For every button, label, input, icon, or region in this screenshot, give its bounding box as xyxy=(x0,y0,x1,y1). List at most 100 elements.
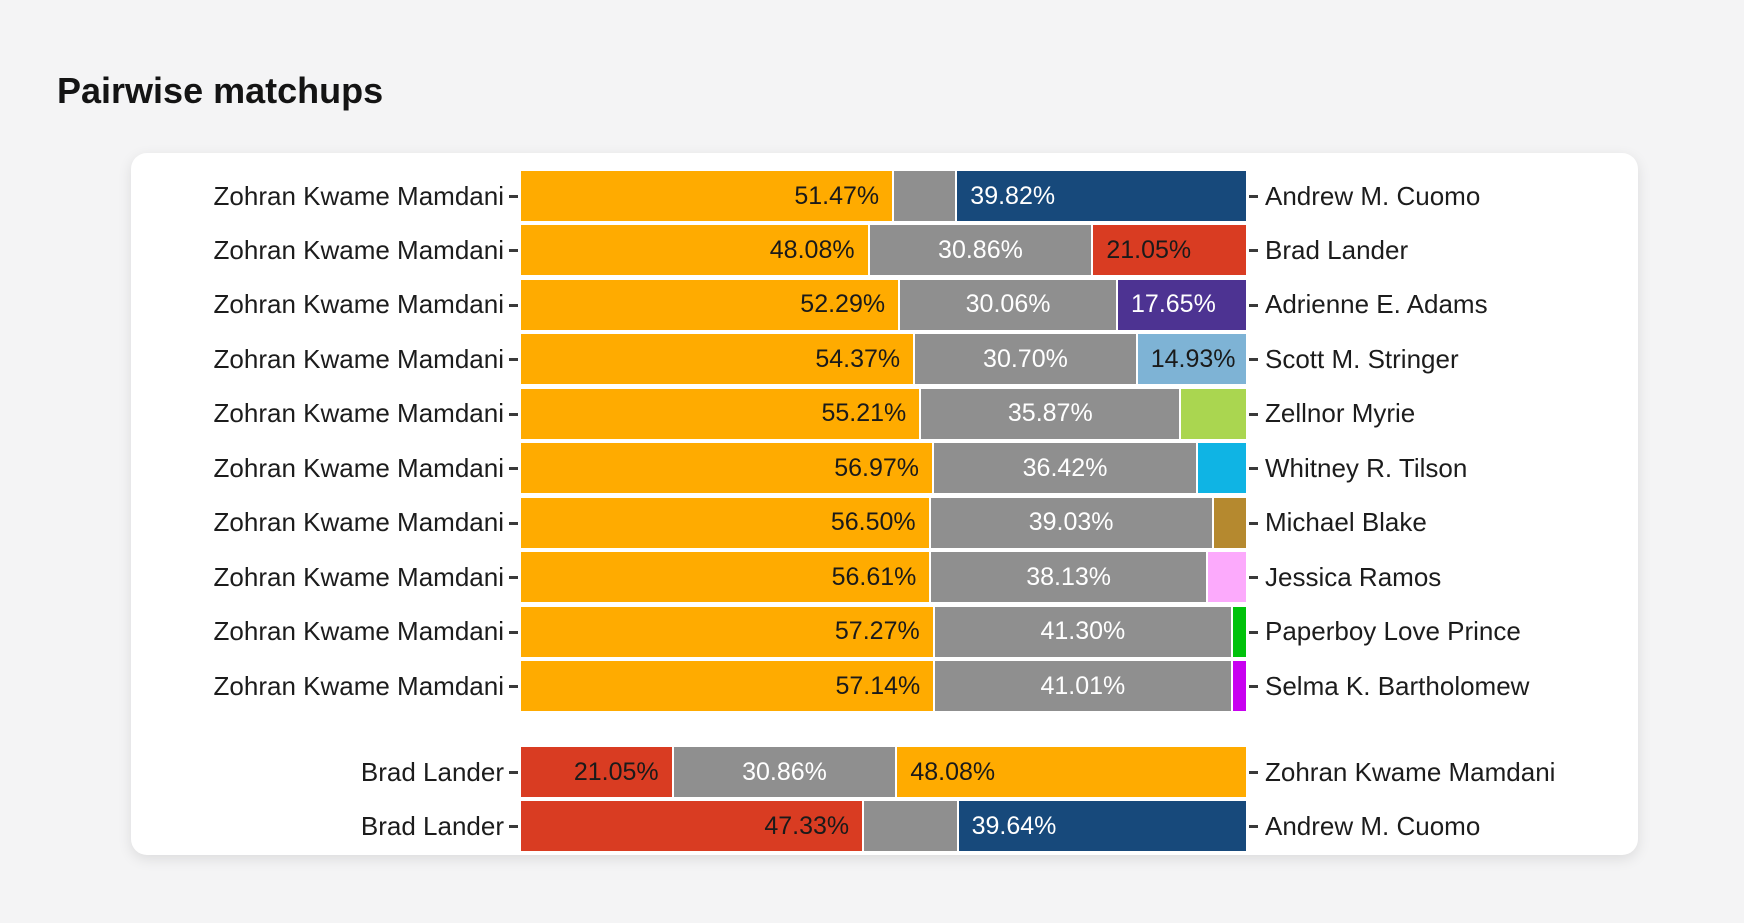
row-right-label: Scott M. Stringer xyxy=(1265,343,1459,374)
stacked-bar: 54.37% 30.70% 14.93% xyxy=(521,334,1246,385)
row-left-label: Zohran Kwame Mamdani xyxy=(213,343,504,374)
bar-segment-label: 47.33% xyxy=(764,811,850,840)
stacked-bar: 55.21% 35.87% xyxy=(521,388,1246,439)
chart-row: Zohran Kwame Mamdani 55.21% 35.87% Zellno… xyxy=(131,388,1638,439)
tick-left-icon xyxy=(509,467,518,471)
stacked-bar: 56.50% 39.03% xyxy=(521,497,1246,548)
tick-left-icon xyxy=(509,195,518,198)
bar-segment: 47.33% xyxy=(521,801,865,852)
bar-segment xyxy=(1207,552,1246,603)
bar-segment-label: 21.05% xyxy=(1106,235,1192,264)
row-right-label: Michael Blake xyxy=(1265,507,1427,538)
page-title: Pairwise matchups xyxy=(57,70,384,111)
bar-segment: 51.47% xyxy=(521,171,895,221)
row-left-label: Zohran Kwame Mamdani xyxy=(213,289,504,320)
bar-segment-label: 48.08% xyxy=(769,235,855,264)
chart-row: Zohran Kwame Mamdani 54.37% 30.70% 14.93% … xyxy=(131,334,1638,385)
tick-left-icon xyxy=(509,825,518,829)
tick-right-icon xyxy=(1249,771,1258,774)
stacked-bar: 48.08% 30.86% 21.05% xyxy=(521,225,1246,276)
row-left-label: Brad Lander xyxy=(360,810,504,841)
bar-segment-label: 36.42% xyxy=(1022,453,1108,482)
tick-right-icon xyxy=(1249,195,1258,198)
bar-segment xyxy=(894,171,958,221)
tick-right-icon xyxy=(1249,825,1258,829)
bar-segment xyxy=(1213,497,1246,548)
bar-segment: 55.21% xyxy=(521,388,922,439)
bar-segment: 48.08% xyxy=(521,225,870,276)
bar-segment: 56.61% xyxy=(521,552,932,603)
bar-segment-label: 17.65% xyxy=(1131,290,1216,319)
stacked-bar: 47.33% 39.64% xyxy=(521,801,1246,852)
bar-segment xyxy=(864,801,959,852)
stacked-bar: 51.47% 39.82% xyxy=(521,171,1246,221)
chart-row: Zohran Kwame Mamdani 52.29% 30.06% 17.65% … xyxy=(131,279,1638,330)
bar-segment: 35.87% xyxy=(921,388,1182,439)
tick-right-icon xyxy=(1249,249,1258,253)
tick-right-icon xyxy=(1249,630,1258,634)
row-left-label: Zohran Kwame Mamdani xyxy=(213,616,504,647)
bar-segment: 30.86% xyxy=(673,747,898,797)
bar-segment-label: 41.30% xyxy=(1040,617,1126,646)
row-right-label: Paperboy Love Prince xyxy=(1265,616,1521,647)
tick-left-icon xyxy=(509,576,518,580)
bar-segment-label: 52.29% xyxy=(800,290,886,319)
bar-segment: 48.08% xyxy=(897,747,1246,797)
bar-segment-label: 56.61% xyxy=(831,562,917,591)
chart-row: Zohran Kwame Mamdani 56.97% 36.42% Whitne… xyxy=(131,443,1638,494)
bar-segment-label: 38.13% xyxy=(1026,562,1112,591)
bar-segment: 30.86% xyxy=(869,225,1094,276)
tick-right-icon xyxy=(1249,576,1258,580)
bar-segment: 21.05% xyxy=(521,747,674,797)
chart-card: Zohran Kwame Mamdani 51.47% 39.82% Andrew… xyxy=(131,153,1638,855)
row-left-label: Zohran Kwame Mamdani xyxy=(213,398,504,429)
bar-segment-label: 30.06% xyxy=(965,290,1051,319)
bar-segment-label: 21.05% xyxy=(573,757,659,786)
bar-segment: 54.37% xyxy=(521,334,916,385)
tick-right-icon xyxy=(1249,521,1258,525)
stacked-bar: 56.61% 38.13% xyxy=(521,552,1246,603)
stacked-bar: 56.97% 36.42% xyxy=(521,443,1246,494)
chart-row: Zohran Kwame Mamdani 57.27% 41.30% Paperb… xyxy=(131,606,1638,657)
row-right-label: Adrienne E. Adams xyxy=(1265,289,1488,320)
tick-right-icon xyxy=(1249,412,1258,416)
tick-right-icon xyxy=(1249,685,1258,689)
row-right-label: Andrew M. Cuomo xyxy=(1265,810,1481,841)
bar-segment: 41.01% xyxy=(935,661,1233,712)
stacked-bar: 21.05% 30.86% 48.08% xyxy=(521,747,1246,797)
row-left-label: Zohran Kwame Mamdani xyxy=(213,234,504,265)
tick-left-icon xyxy=(509,358,518,362)
bar-segment: 57.27% xyxy=(521,606,935,657)
bar-segment-label: 35.87% xyxy=(1007,399,1093,428)
tick-left-icon xyxy=(509,249,518,253)
chart-row: Brad Lander 47.33% 39.64% Andrew M. Cuomo xyxy=(131,801,1638,852)
bar-segment-label: 39.64% xyxy=(971,811,1057,840)
row-right-label: Brad Lander xyxy=(1265,234,1409,265)
bar-segment-label: 57.27% xyxy=(834,617,920,646)
bar-segment: 39.82% xyxy=(957,171,1246,221)
row-right-label: Jessica Ramos xyxy=(1265,561,1442,592)
stacked-bar: 57.27% 41.30% xyxy=(521,606,1246,657)
bar-segment xyxy=(1232,661,1246,712)
tick-left-icon xyxy=(509,630,518,634)
bar-segment: 41.30% xyxy=(934,606,1233,657)
bar-segment xyxy=(1198,443,1246,494)
bar-segment: 21.05% xyxy=(1093,225,1246,276)
tick-left-icon xyxy=(509,521,518,525)
chart-row: Zohran Kwame Mamdani 57.14% 41.01% Selma … xyxy=(131,661,1638,712)
row-right-label: Selma K. Bartholomew xyxy=(1265,670,1530,701)
row-right-label: Andrew M. Cuomo xyxy=(1265,180,1481,211)
tick-right-icon xyxy=(1249,467,1258,471)
chart-rows: Zohran Kwame Mamdani 51.47% 39.82% Andrew… xyxy=(131,153,1638,855)
tick-right-icon xyxy=(1249,358,1258,362)
bar-segment-label: 30.70% xyxy=(983,344,1068,373)
tick-left-icon xyxy=(509,412,518,416)
bar-segment: 36.42% xyxy=(934,443,1199,494)
chart-row: Zohran Kwame Mamdani 51.47% 39.82% Andrew… xyxy=(131,171,1638,221)
tick-left-icon xyxy=(509,685,518,689)
bar-segment-label: 51.47% xyxy=(794,181,880,210)
row-left-label: Zohran Kwame Mamdani xyxy=(213,180,504,211)
bar-segment: 30.70% xyxy=(915,334,1138,385)
bar-segment-label: 14.93% xyxy=(1150,344,1236,373)
chart-row: Zohran Kwame Mamdani 56.50% 39.03% Michae… xyxy=(131,497,1638,548)
